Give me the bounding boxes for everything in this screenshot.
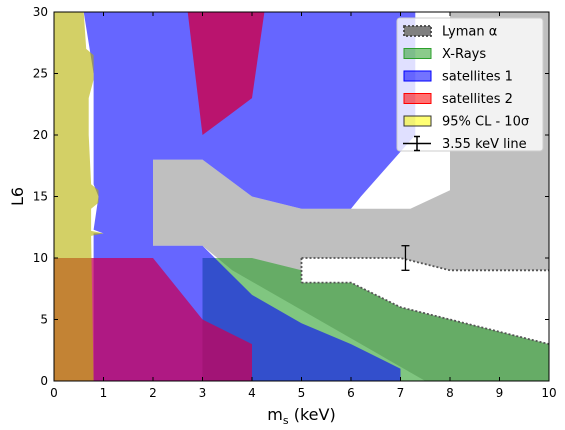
legend-label-line355: 3.55 keV line bbox=[442, 137, 527, 152]
x-tick-label: 8 bbox=[446, 386, 454, 400]
white-band-region bbox=[301, 258, 549, 345]
legend-swatch-xrays bbox=[403, 48, 432, 59]
x-tick-label: 1 bbox=[100, 386, 108, 400]
cl95-region bbox=[54, 12, 104, 381]
x-tick-label: 7 bbox=[397, 386, 405, 400]
y-tick-label: 10 bbox=[33, 251, 48, 265]
x-tick-label: 10 bbox=[541, 386, 556, 400]
x-axis-label: ms (keV) bbox=[267, 405, 335, 427]
x-tick-label: 9 bbox=[496, 386, 504, 400]
x-tick-label: 4 bbox=[248, 386, 256, 400]
x-tick-label: 6 bbox=[347, 386, 355, 400]
y-tick-label: 30 bbox=[33, 5, 48, 19]
legend-swatch-lyman bbox=[403, 25, 432, 37]
y-axis-label: L6 bbox=[8, 187, 27, 206]
x-tick-label: 2 bbox=[149, 386, 157, 400]
lyman-alpha-lower-boundary bbox=[301, 281, 549, 345]
y-tick-label: 5 bbox=[40, 313, 48, 327]
legend-label-sat1: satellites 1 bbox=[442, 70, 513, 85]
y-tick-label: 20 bbox=[33, 128, 48, 142]
x-tick-label: 0 bbox=[50, 386, 58, 400]
x-tick-label: 3 bbox=[199, 386, 207, 400]
x-tick-label: 5 bbox=[298, 386, 306, 400]
legend: Lyman α X-Rays satellites 1 satellites 2 95%… bbox=[396, 17, 544, 152]
legend-label-cl95: 95% CL - 10σ bbox=[442, 115, 529, 130]
satellites-2-region bbox=[187, 12, 265, 135]
y-tick-label: 25 bbox=[33, 67, 48, 81]
axis-ticks: 0 1 2 3 4 5 6 7 8 9 10 0 5 10 15 20 25 30 bbox=[33, 5, 557, 400]
satellites-2-lower-region bbox=[54, 258, 252, 381]
y-tick-label: 15 bbox=[33, 190, 48, 204]
legend-swatch-sat1 bbox=[403, 70, 432, 82]
lyman-alpha-upper-boundary bbox=[301, 257, 549, 272]
legend-swatch-cl95 bbox=[403, 115, 432, 127]
legend-label-lyman: Lyman α bbox=[442, 25, 497, 40]
legend-swatch-sat2 bbox=[403, 93, 432, 104]
y-tick-label: 0 bbox=[40, 374, 48, 388]
legend-box bbox=[396, 17, 544, 152]
legend-label-sat2: satellites 2 bbox=[442, 92, 513, 107]
legend-label-xrays: X-Rays bbox=[442, 47, 486, 62]
